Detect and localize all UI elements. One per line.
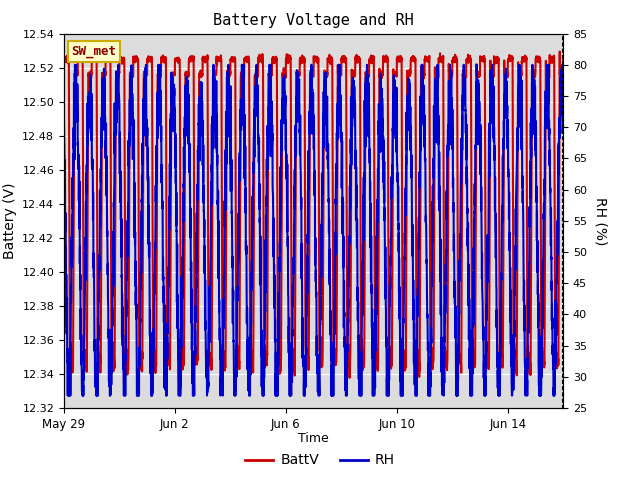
Legend: BattV, RH: BattV, RH bbox=[240, 448, 400, 473]
Y-axis label: RH (%): RH (%) bbox=[594, 197, 608, 245]
Y-axis label: Battery (V): Battery (V) bbox=[3, 182, 17, 259]
Text: SW_met: SW_met bbox=[72, 45, 116, 58]
X-axis label: Time: Time bbox=[298, 432, 329, 445]
Title: Battery Voltage and RH: Battery Voltage and RH bbox=[213, 13, 414, 28]
